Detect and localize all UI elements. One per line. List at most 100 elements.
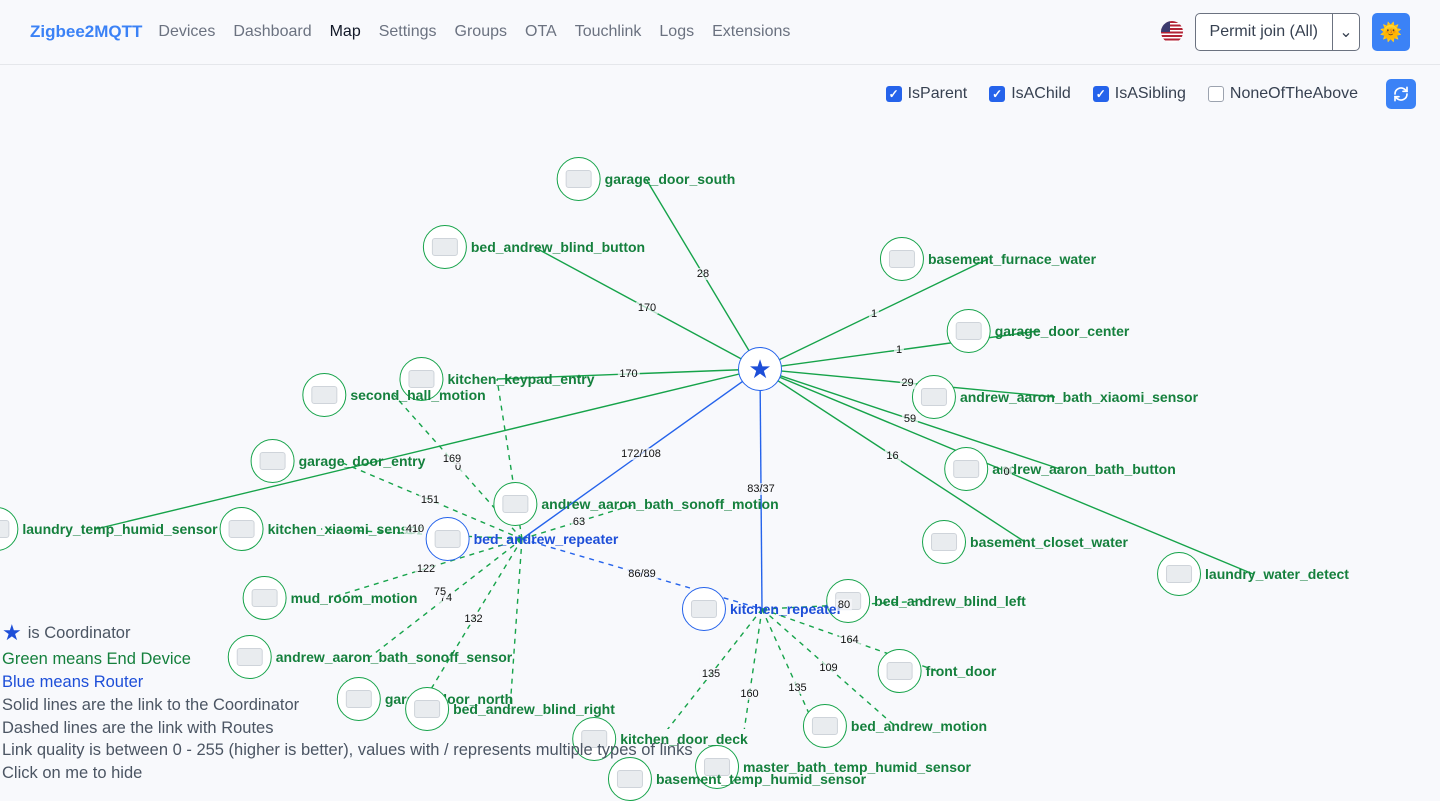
checkbox-icon[interactable] — [1208, 86, 1224, 102]
node-label: andrew_aaron_bath_button — [992, 461, 1176, 477]
node-kitchen_repeater[interactable]: kitchen_repeater — [682, 587, 842, 631]
nav-settings[interactable]: Settings — [379, 19, 437, 45]
edge-label: 75 — [432, 586, 448, 598]
edge-label: 80 — [836, 599, 852, 611]
filter-isachild[interactable]: ✓IsAChild — [989, 85, 1071, 103]
node-label: kitchen_xiaomi_sensor — [268, 521, 423, 537]
node-label: laundry_water_detect — [1205, 566, 1349, 582]
edge-label: 135 — [700, 668, 722, 680]
device-icon — [220, 507, 264, 551]
edge-label: 170 — [636, 302, 658, 314]
nav-map[interactable]: Map — [330, 19, 361, 45]
checkbox-icon[interactable]: ✓ — [1093, 86, 1109, 102]
node-bed_andrew_blind_button[interactable]: bed_andrew_blind_button — [423, 225, 645, 269]
edge-label: 28 — [695, 268, 711, 280]
node-label: kitchen_repeater — [730, 601, 842, 617]
device-icon — [251, 439, 295, 483]
node-mud_room_motion[interactable]: mud_room_motion — [243, 576, 418, 620]
nav-logs[interactable]: Logs — [659, 19, 694, 45]
filter-noneoftheabove[interactable]: NoneOfTheAbove — [1208, 85, 1358, 103]
brand[interactable]: Zigbee2MQTT — [30, 22, 142, 42]
filter-label: IsASibling — [1115, 85, 1186, 103]
node-label: bed_andrew_blind_left — [874, 593, 1026, 609]
device-icon — [243, 576, 287, 620]
navbar: Zigbee2MQTT Devices Dashboard Map Settings G… — [0, 0, 1440, 65]
edge-label: 410 — [404, 523, 426, 535]
node-label: laundry_temp_humid_sensor — [22, 521, 217, 537]
edge-label: 151 — [419, 494, 441, 506]
node-label: garage_door_center — [995, 323, 1130, 339]
nav-touchlink[interactable]: Touchlink — [575, 19, 642, 45]
edge-label: 86/89 — [626, 568, 658, 580]
nav-extensions[interactable]: Extensions — [712, 19, 790, 45]
edge-label: 16 — [884, 450, 900, 462]
locale-flag-icon[interactable] — [1161, 21, 1183, 43]
device-icon — [878, 649, 922, 693]
node-label: andrew_aaron_bath_sonoff_motion — [541, 496, 778, 512]
coordinator-node[interactable]: ★ — [738, 347, 782, 391]
filter-checkboxes: ✓IsParent✓IsAChild✓IsASiblingNoneOfTheAb… — [886, 85, 1358, 103]
permit-join-select[interactable]: Permit join (All) ⌄ — [1195, 13, 1360, 51]
node-garage_door_south[interactable]: garage_door_south — [557, 157, 736, 201]
node-basement_furnace_water[interactable]: basement_furnace_water — [880, 237, 1096, 281]
device-icon — [944, 447, 988, 491]
star-icon: ★ — [2, 618, 22, 648]
legend-coordinator: is Coordinator — [28, 622, 131, 645]
node-laundry_water_detect[interactable]: laundry_water_detect — [1157, 552, 1349, 596]
edge-label: 1 — [894, 344, 904, 356]
filter-label: IsParent — [908, 85, 968, 103]
device-icon — [880, 237, 924, 281]
node-front_door[interactable]: front_door — [878, 649, 997, 693]
node-bed_andrew_blind_left[interactable]: bed_andrew_blind_left — [826, 579, 1026, 623]
legend-green: Green means End Device — [2, 648, 693, 671]
node-basement_closet_water[interactable]: basement_closet_water — [922, 520, 1128, 564]
node-andrew_aaron_bath_xiaomi_sensor[interactable]: andrew_aaron_bath_xiaomi_sensor — [912, 375, 1198, 419]
nav-groups[interactable]: Groups — [455, 19, 507, 45]
edge-label: 122 — [415, 563, 437, 575]
node-label: basement_closet_water — [970, 534, 1128, 550]
edge-label: 83/37 — [745, 483, 777, 495]
node-second_hall_motion[interactable]: second_hall_motion — [302, 373, 485, 417]
edge-label: 164 — [838, 634, 860, 646]
node-garage_door_entry[interactable]: garage_door_entry — [251, 439, 426, 483]
edge-label: 109 — [817, 662, 839, 674]
theme-toggle-button[interactable]: 🌞 — [1372, 13, 1410, 51]
edge-label: 170 — [617, 368, 639, 380]
permit-join-label[interactable]: Permit join (All) — [1196, 14, 1333, 50]
nav-ota[interactable]: OTA — [525, 19, 557, 45]
nav-links: Devices Dashboard Map Settings Groups OTA Touc… — [158, 19, 790, 45]
node-laundry_temp_humid_sensor[interactable]: laundry_temp_humid_sensor — [0, 507, 218, 551]
chevron-down-icon[interactable]: ⌄ — [1333, 22, 1359, 42]
nav-devices[interactable]: Devices — [158, 19, 215, 45]
edge-label: 169 — [441, 453, 463, 465]
node-garage_door_center[interactable]: garage_door_center — [947, 309, 1130, 353]
nav-dashboard[interactable]: Dashboard — [233, 19, 311, 45]
edge-label: 172/108 — [619, 448, 663, 460]
device-icon — [423, 225, 467, 269]
checkbox-icon[interactable]: ✓ — [989, 86, 1005, 102]
device-icon — [947, 309, 991, 353]
node-label: garage_door_south — [605, 171, 736, 187]
legend-line4: Click on me to hide — [2, 762, 693, 785]
legend[interactable]: ★ is Coordinator Green means End Device … — [2, 618, 693, 785]
node-label: second_hall_motion — [350, 387, 485, 403]
edge-label: 0 — [1001, 466, 1011, 478]
filter-isparent[interactable]: ✓ IsParent — [886, 85, 968, 103]
node-label: bed_andrew_blind_button — [471, 239, 645, 255]
node-label: bed_andrew_motion — [851, 718, 987, 734]
node-label: garage_door_entry — [299, 453, 426, 469]
node-label: front_door — [926, 663, 997, 679]
edge-label: 29 — [899, 377, 915, 389]
legend-line3: Link quality is between 0 - 255 (higher … — [2, 739, 693, 762]
refresh-button[interactable] — [1386, 79, 1416, 109]
checkbox-icon[interactable]: ✓ — [886, 86, 902, 102]
filter-isasibling[interactable]: ✓ IsASibling — [1093, 85, 1186, 103]
edge-label: 160 — [738, 688, 760, 700]
node-bed_andrew_motion[interactable]: bed_andrew_motion — [803, 704, 987, 748]
node-andrew_aaron_bath_button[interactable]: andrew_aaron_bath_button — [944, 447, 1176, 491]
legend-line1: Solid lines are the link to the Coordina… — [2, 694, 693, 717]
node-kitchen_xiaomi_sensor[interactable]: kitchen_xiaomi_sensor — [220, 507, 423, 551]
sun-icon: 🌞 — [1380, 22, 1402, 43]
node-bed_andrew_repeater[interactable]: bed_andrew_repeater — [426, 517, 619, 561]
node-label: mud_room_motion — [291, 590, 418, 606]
